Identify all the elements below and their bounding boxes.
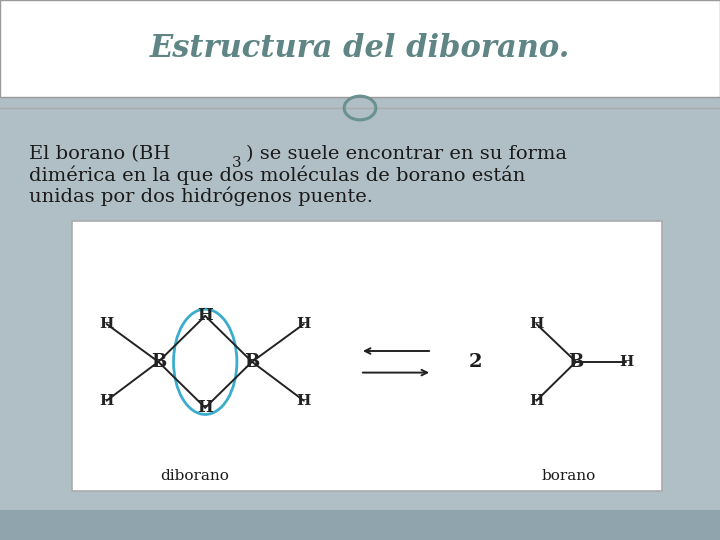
Text: B: B — [150, 353, 166, 371]
Text: H: H — [529, 394, 544, 408]
Text: H: H — [619, 355, 634, 369]
Text: H: H — [297, 317, 311, 331]
Text: H: H — [529, 317, 544, 331]
Text: B: B — [244, 353, 260, 371]
Text: El borano (BH: El borano (BH — [29, 145, 170, 163]
Text: unidas por dos hidrógenos puente.: unidas por dos hidrógenos puente. — [29, 187, 373, 206]
Text: H: H — [99, 394, 114, 408]
Text: diborano: diborano — [160, 469, 229, 483]
Text: 2: 2 — [469, 353, 482, 371]
FancyBboxPatch shape — [72, 221, 662, 491]
Text: H: H — [197, 307, 213, 325]
Text: H: H — [99, 317, 114, 331]
Text: borano: borano — [541, 469, 596, 483]
FancyBboxPatch shape — [0, 0, 720, 97]
Text: B: B — [568, 353, 584, 371]
Text: dimérica en la que dos moléculas de borano están: dimérica en la que dos moléculas de bora… — [29, 165, 525, 185]
Text: Estructura del diborano.: Estructura del diborano. — [150, 33, 570, 64]
Text: H: H — [197, 399, 213, 416]
Text: H: H — [297, 394, 311, 408]
FancyBboxPatch shape — [0, 510, 720, 540]
Text: 3: 3 — [232, 156, 241, 170]
Text: ) se suele encontrar en su forma: ) se suele encontrar en su forma — [246, 145, 567, 163]
